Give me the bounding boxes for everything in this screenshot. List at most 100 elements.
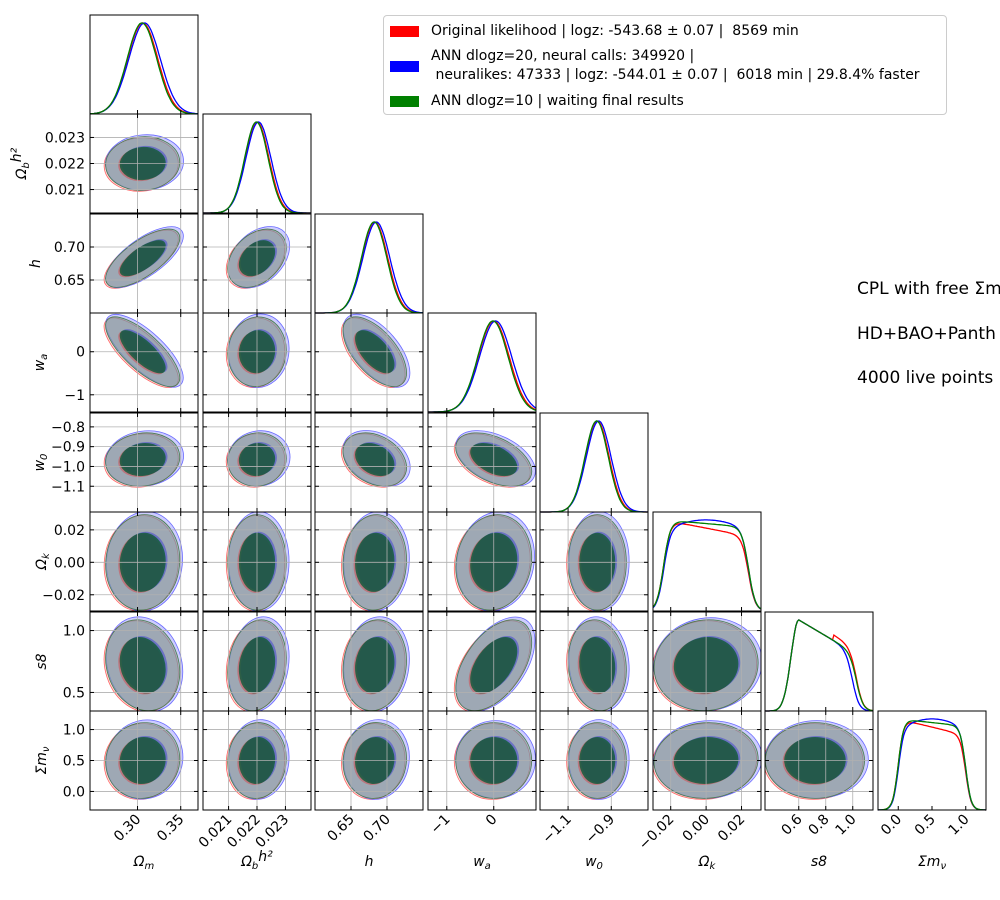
panel-h-vs-Om	[89, 213, 199, 314]
contour-68-ann-dlogz10	[579, 636, 616, 694]
legend-swatch-red	[390, 26, 419, 37]
panel-contours	[103, 719, 184, 800]
legend-label-ann-dlogz10: ANN dlogz=10 | waiting final results	[431, 93, 684, 109]
panel-wa-vs-h	[314, 312, 424, 413]
y-tick-label-wa: 0	[76, 345, 85, 361]
panel-Ok-vs-w0	[539, 511, 649, 612]
y-tick-label-Ok: 0.00	[54, 555, 85, 571]
y-tick-label-s8: 0.5	[63, 685, 85, 701]
panel-contours	[453, 616, 536, 711]
legend-item-ann-dlogz10: ANN dlogz=10 | waiting final results	[390, 92, 684, 111]
y-tick-label-mnu: 0.0	[63, 784, 85, 800]
y-axis-label-Ok: Ωk	[34, 552, 52, 571]
marginal-line-ann-dlogz20	[89, 22, 199, 115]
panel-w0-vs-Obh2	[202, 412, 312, 513]
x-tick-label-wa: −1	[428, 812, 454, 838]
panel-s8-vs-Om	[89, 611, 199, 712]
panel-contours	[225, 313, 290, 388]
panel-contours	[341, 430, 411, 488]
legend-item-original: Original likelihood | logz: -543.68 ± 0.…	[390, 22, 799, 41]
panel-Ok-vs-Obh2	[202, 511, 312, 612]
marginal-line-ann-dlogz10	[652, 521, 762, 610]
y-axis-label-mnu: Σmν	[34, 746, 52, 774]
x-axis-label-h: h	[365, 854, 374, 870]
panel-frame	[652, 511, 762, 612]
x-axis-label-mnu: Σmν	[918, 854, 946, 872]
x-tick-label-mnu: 0.5	[912, 812, 939, 839]
x-axis-label-w0: w0	[585, 854, 603, 872]
panel-mnu-vs-h	[314, 710, 424, 811]
panel-contours	[103, 512, 183, 611]
y-tick-label-mnu: 1.0	[63, 723, 85, 739]
panel-1d-s8	[764, 611, 874, 712]
panel-frame	[539, 412, 649, 513]
panel-frame	[89, 312, 199, 413]
y-tick-label-s8: 1.0	[63, 624, 85, 640]
x-axis-label-Om: Ωm	[133, 854, 155, 872]
marginal-line-original	[540, 420, 648, 513]
legend-label-original: Original likelihood | logz: -543.68 ± 0.…	[431, 23, 799, 39]
panel-w0-vs-Om	[89, 412, 199, 513]
contour-68-ann-dlogz10	[119, 636, 166, 694]
marginal-line-ann-dlogz20	[540, 420, 648, 513]
y-tick-label-w0: −0.8	[51, 420, 85, 436]
panel-1d-mnu	[877, 710, 987, 811]
panel-contours	[765, 720, 869, 800]
panel-1d-Ok	[652, 511, 762, 612]
panel-mnu-vs-s8	[764, 710, 874, 811]
x-tick-label-s8: 0.6	[779, 811, 806, 838]
panel-Ok-vs-Om	[89, 511, 199, 612]
marginal-line-ann-dlogz20	[203, 121, 311, 214]
annotation-datasets: HD+BAO+Panth	[857, 324, 996, 344]
panel-1d-Om	[89, 14, 199, 115]
y-tick-label-w0: −1.1	[51, 479, 85, 495]
marginal-line-ann-dlogz20	[315, 221, 424, 314]
panel-contours	[103, 430, 184, 488]
y-tick-label-Obh2: 0.022	[45, 157, 85, 173]
y-axis-label-Obh2: Ωbh²	[9, 147, 32, 180]
x-tick-label-s8: 0.8	[806, 812, 833, 839]
panel-mnu-vs-w0	[539, 710, 649, 811]
x-tick-label-mnu: 1.0	[946, 812, 973, 839]
panel-contours	[566, 719, 630, 800]
x-axis-label-Obh2: Ωbh²	[240, 849, 273, 872]
marginal-line-ann-dlogz20	[765, 619, 874, 712]
x-tick-label-Om: 0.35	[154, 812, 187, 845]
y-tick-label-Ok: −0.02	[42, 588, 85, 604]
panel-contours	[341, 616, 410, 711]
panel-frame	[202, 113, 312, 214]
panel-frame	[427, 312, 537, 413]
panel-s8-vs-Ok	[652, 611, 762, 712]
legend-label-ann-dlogz20: ANN dlogz=20, neural calls: 349920 | neu…	[431, 48, 920, 83]
panel-Obh2-vs-Om	[89, 113, 199, 214]
panel-mnu-vs-Ok	[652, 710, 762, 811]
panel-contours	[103, 616, 184, 711]
panel-s8-vs-Obh2	[202, 611, 312, 712]
contour-68-ann-dlogz10	[119, 442, 166, 477]
x-tick-label-Om: 0.30	[111, 812, 144, 845]
legend-swatch-blue	[390, 60, 419, 72]
marginal-line-ann-dlogz10	[765, 619, 874, 712]
panel-contours	[225, 512, 290, 611]
panel-Ok-vs-wa	[427, 511, 537, 612]
panel-s8-vs-wa	[427, 611, 537, 712]
marginal-line-ann-dlogz10	[540, 420, 648, 513]
legend-item-ann-dlogz20: ANN dlogz=20, neural calls: 349920 | neu…	[390, 47, 920, 85]
panel-contours	[103, 226, 184, 289]
panel-contours	[566, 512, 630, 611]
panel-contours	[341, 313, 411, 388]
panel-frame	[427, 511, 537, 612]
marginal-line-ann-dlogz20	[428, 320, 537, 413]
x-tick-label-Ok: 0.02	[715, 812, 748, 845]
y-tick-label-Obh2: 0.021	[45, 183, 85, 199]
x-tick-label-h: 0.65	[324, 812, 357, 845]
x-tick-label-Ok: 0.00	[680, 812, 713, 845]
panel-wa-vs-Obh2	[202, 312, 312, 413]
y-axis-label-wa: wa	[32, 354, 50, 372]
panel-contours	[566, 616, 630, 711]
panel-s8-vs-h	[314, 611, 424, 712]
panel-contours	[103, 134, 184, 192]
panel-contours	[225, 719, 290, 800]
panel-w0-vs-h	[314, 412, 424, 513]
